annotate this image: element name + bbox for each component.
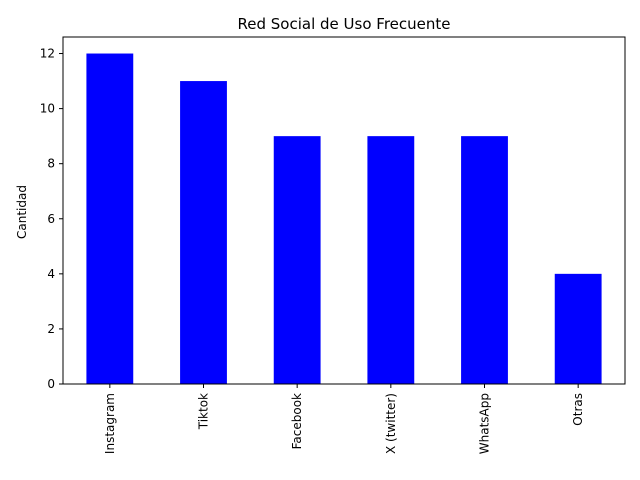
y-axis-title: Cantidad — [15, 185, 29, 239]
bar-4 — [461, 136, 508, 384]
x-tick-label: Otras — [571, 393, 585, 426]
x-axis: Instagram Tiktok Facebook X (twitter) WhatsA… — [103, 384, 585, 454]
bar-5 — [554, 273, 602, 384]
bars-group — [86, 53, 602, 385]
bar-1 — [180, 81, 227, 385]
x-tick-label: X (twitter) — [384, 393, 398, 454]
bar-0 — [86, 53, 134, 385]
x-tick-label: Instagram — [103, 393, 117, 454]
y-axis: 0 2 4 6 8 10 12 — [40, 47, 63, 391]
y-tick-label: 4 — [47, 267, 55, 281]
y-tick-label: 12 — [40, 47, 55, 61]
bar-2 — [273, 136, 321, 384]
bar-3 — [367, 136, 415, 384]
y-tick-label: 2 — [47, 322, 55, 336]
plot-frame — [62, 36, 626, 385]
y-tick-label: 8 — [47, 157, 55, 171]
y-tick-label: 6 — [47, 212, 55, 226]
y-tick-label: 10 — [40, 102, 55, 116]
x-tick-label: Tiktok — [197, 393, 211, 430]
chart-title: Red Social de Uso Frecuente — [238, 15, 451, 33]
x-tick-label: Facebook — [290, 393, 304, 449]
x-tick-label: WhatsApp — [478, 393, 492, 454]
y-tick-label: 0 — [47, 377, 55, 391]
